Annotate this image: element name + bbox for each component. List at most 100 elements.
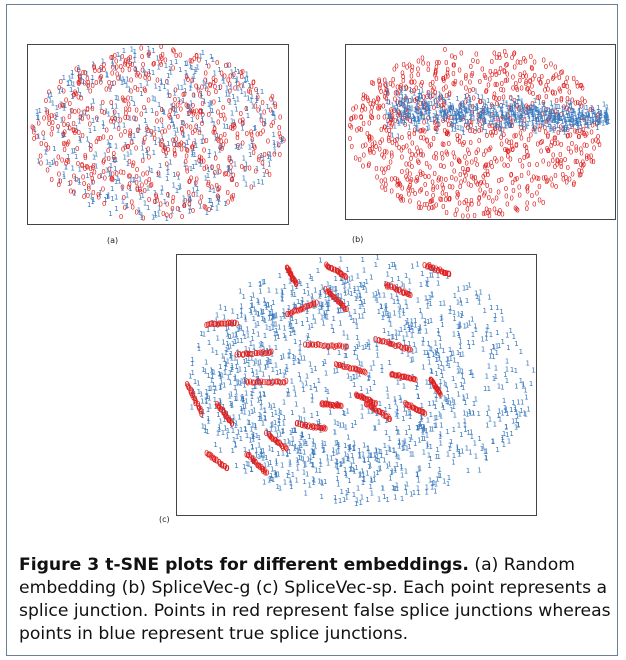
scatter-point-false: 0 (96, 135, 100, 143)
scatter-point-false: 0 (429, 377, 434, 386)
scatter-point-false: 0 (123, 144, 127, 152)
scatter-point-false: 0 (380, 183, 384, 191)
scatter-point-true: 1 (504, 423, 508, 431)
scatter-point-true: 1 (586, 117, 590, 125)
scatter-point-false: 0 (273, 101, 277, 109)
scatter-point-true: 1 (419, 281, 423, 289)
scatter-point-true: 1 (504, 110, 508, 118)
scatter-point-true: 1 (375, 344, 379, 352)
scatter-point-true: 1 (422, 114, 426, 122)
scatter-point-false: 0 (554, 97, 558, 105)
scatter-point-false: 0 (388, 80, 392, 88)
scatter-point-false: 0 (447, 140, 451, 148)
scatter-point-false: 0 (390, 153, 394, 161)
scatter-point-true: 1 (311, 314, 315, 322)
scatter-point-true: 1 (557, 114, 561, 122)
scatter-point-true: 1 (336, 307, 340, 315)
scatter-point-false: 0 (278, 378, 283, 387)
scatter-point-true: 1 (208, 148, 212, 156)
scatter-point-false: 0 (407, 403, 412, 412)
scatter-point-true: 1 (406, 322, 410, 330)
scatter-point-true: 1 (213, 384, 217, 392)
scatter-point-false: 0 (322, 401, 327, 410)
scatter-point-true: 1 (566, 116, 570, 124)
scatter-point-true: 1 (334, 440, 338, 448)
scatter-point-true: 1 (143, 69, 147, 77)
scatter-point-true: 1 (235, 76, 239, 84)
scatter-point-true: 1 (341, 409, 345, 417)
scatter-point-true: 1 (199, 93, 203, 101)
scatter-point-false: 0 (395, 84, 399, 92)
scatter-point-false: 0 (198, 92, 202, 100)
scatter-point-false: 0 (286, 266, 291, 275)
scatter-point-true: 1 (553, 116, 557, 124)
scatter-point-true: 1 (268, 344, 272, 352)
scatter-point-true: 1 (268, 459, 272, 467)
scatter-point-false: 0 (368, 100, 372, 108)
scatter-point-false: 0 (310, 300, 315, 309)
scatter-point-false: 0 (510, 54, 514, 62)
scatter-point-false: 0 (391, 340, 396, 349)
scatter-point-true: 1 (285, 267, 289, 275)
scatter-point-true: 1 (449, 350, 453, 358)
scatter-point-true: 1 (294, 283, 298, 291)
scatter-point-true: 1 (306, 332, 310, 340)
scatter-point-false: 0 (437, 175, 441, 183)
scatter-point-true: 1 (605, 112, 609, 120)
scatter-point-false: 0 (412, 130, 416, 138)
scatter-point-false: 0 (140, 66, 144, 74)
scatter-point-false: 0 (141, 214, 145, 222)
scatter-point-true: 1 (460, 310, 464, 318)
scatter-point-true: 1 (343, 352, 347, 360)
scatter-point-false: 0 (382, 93, 386, 101)
scatter-point-false: 0 (152, 60, 156, 68)
scatter-point-false: 0 (439, 93, 443, 101)
scatter-point-true: 1 (210, 164, 214, 172)
scatter-point-false: 0 (469, 173, 473, 181)
scatter-point-false: 0 (135, 166, 139, 174)
scatter-point-true: 1 (185, 102, 189, 110)
scatter-point-true: 1 (511, 399, 515, 407)
scatter-point-false: 0 (425, 93, 429, 101)
scatter-point-true: 1 (403, 85, 407, 93)
scatter-point-false: 0 (437, 59, 441, 67)
scatter-point-true: 1 (442, 109, 446, 117)
scatter-point-false: 0 (328, 400, 333, 409)
scatter-point-true: 1 (189, 100, 193, 108)
scatter-point-true: 1 (410, 321, 414, 329)
scatter-point-false: 0 (418, 128, 422, 136)
scatter-point-false: 0 (526, 136, 530, 144)
scatter-point-false: 0 (56, 123, 60, 131)
scatter-point-false: 0 (78, 73, 82, 81)
scatter-point-false: 0 (425, 137, 429, 145)
scatter-point-true: 1 (426, 298, 430, 306)
scatter-point-true: 1 (210, 377, 214, 385)
scatter-point-true: 1 (144, 107, 148, 115)
scatter-point-true: 1 (500, 102, 504, 110)
scatter-point-true: 1 (259, 307, 263, 315)
scatter-point-true: 1 (383, 310, 387, 318)
scatter-point-false: 0 (130, 203, 134, 211)
scatter-point-false: 0 (326, 287, 331, 296)
scatter-point-true: 1 (342, 329, 346, 337)
scatter-point-true: 1 (274, 321, 278, 329)
scatter-point-false: 0 (199, 158, 203, 166)
scatter-point-false: 0 (487, 212, 491, 219)
scatter-point-true: 1 (308, 273, 312, 281)
scatter-point-false: 0 (255, 94, 259, 102)
scatter-point-false: 0 (421, 59, 425, 67)
scatter-point-true: 1 (397, 119, 401, 127)
scatter-point-true: 1 (229, 390, 233, 398)
scatter-point-true: 1 (225, 123, 229, 131)
scatter-point-true: 1 (479, 113, 483, 121)
scatter-point-true: 1 (275, 431, 279, 439)
scatter-point-false: 0 (78, 113, 82, 121)
scatter-point-true: 1 (346, 288, 350, 296)
scatter-point-false: 0 (222, 319, 227, 328)
scatter-point-true: 1 (349, 314, 353, 322)
scatter-point-true: 1 (456, 361, 460, 369)
scatter-point-true: 1 (55, 104, 59, 112)
scatter-point-false: 0 (432, 382, 437, 391)
scatter-point-false: 0 (475, 161, 479, 169)
scatter-point-false: 0 (321, 400, 326, 409)
